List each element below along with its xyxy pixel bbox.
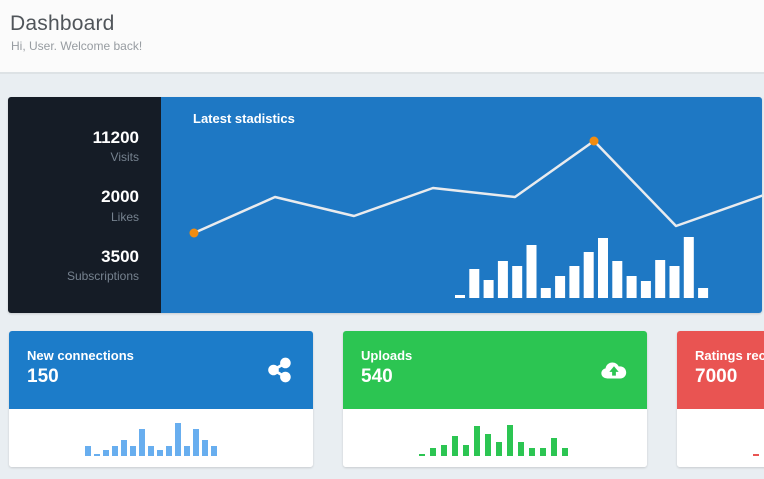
latest-statistics-chart: Latest stadistics — [161, 97, 762, 313]
mini-bar-chart — [419, 425, 568, 456]
stat-subscriptions: 3500 Subscriptions — [67, 246, 139, 283]
card-uploads[interactable]: Uploads 540 — [343, 331, 647, 467]
card-body — [677, 409, 764, 467]
card-title: New connections — [27, 348, 134, 363]
card-body — [9, 409, 313, 467]
page-header: Dashboard Hi, User. Welcome back! — [0, 0, 764, 74]
cloud-upload-icon[interactable] — [599, 355, 629, 385]
stat-label: Visits — [110, 150, 139, 165]
chart-title: Latest stadistics — [193, 111, 295, 126]
stat-likes: 2000 Likes — [101, 186, 139, 223]
card-value: 150 — [27, 366, 59, 387]
card-title: Uploads — [361, 348, 413, 363]
card-value: 540 — [361, 366, 393, 387]
page-title: Dashboard — [10, 12, 115, 35]
stats-sidebar: 11200 Visits 2000 Likes 3500 Subscriptio… — [8, 97, 161, 313]
stat-label: Likes — [110, 209, 139, 224]
summary-cards-row: New connections 150 — [9, 331, 764, 467]
card-body — [343, 409, 647, 467]
share-icon[interactable] — [265, 355, 295, 385]
line-bar-chart — [189, 136, 762, 298]
stat-value: 3500 — [101, 246, 139, 266]
card-title: Ratings received — [695, 348, 764, 363]
stat-visits: 11200 Visits — [93, 127, 139, 164]
card-new-connections[interactable]: New connections 150 — [9, 331, 313, 467]
stat-value: 2000 — [101, 187, 139, 207]
card-header: Uploads 540 — [343, 331, 647, 409]
stat-value: 11200 — [92, 128, 139, 148]
mini-bar-chart — [753, 454, 759, 456]
stat-label: Subscriptions — [66, 268, 139, 283]
card-ratings-received[interactable]: Ratings received 7000 — [677, 331, 764, 467]
statistics-panel: 11200 Visits 2000 Likes 3500 Subscriptio… — [8, 97, 762, 313]
card-value: 7000 — [695, 366, 738, 387]
card-header: New connections 150 — [9, 331, 313, 409]
mini-bar-chart — [85, 423, 217, 456]
welcome-text: Hi, User. Welcome back! — [11, 39, 143, 53]
card-header: Ratings received 7000 — [677, 331, 764, 409]
